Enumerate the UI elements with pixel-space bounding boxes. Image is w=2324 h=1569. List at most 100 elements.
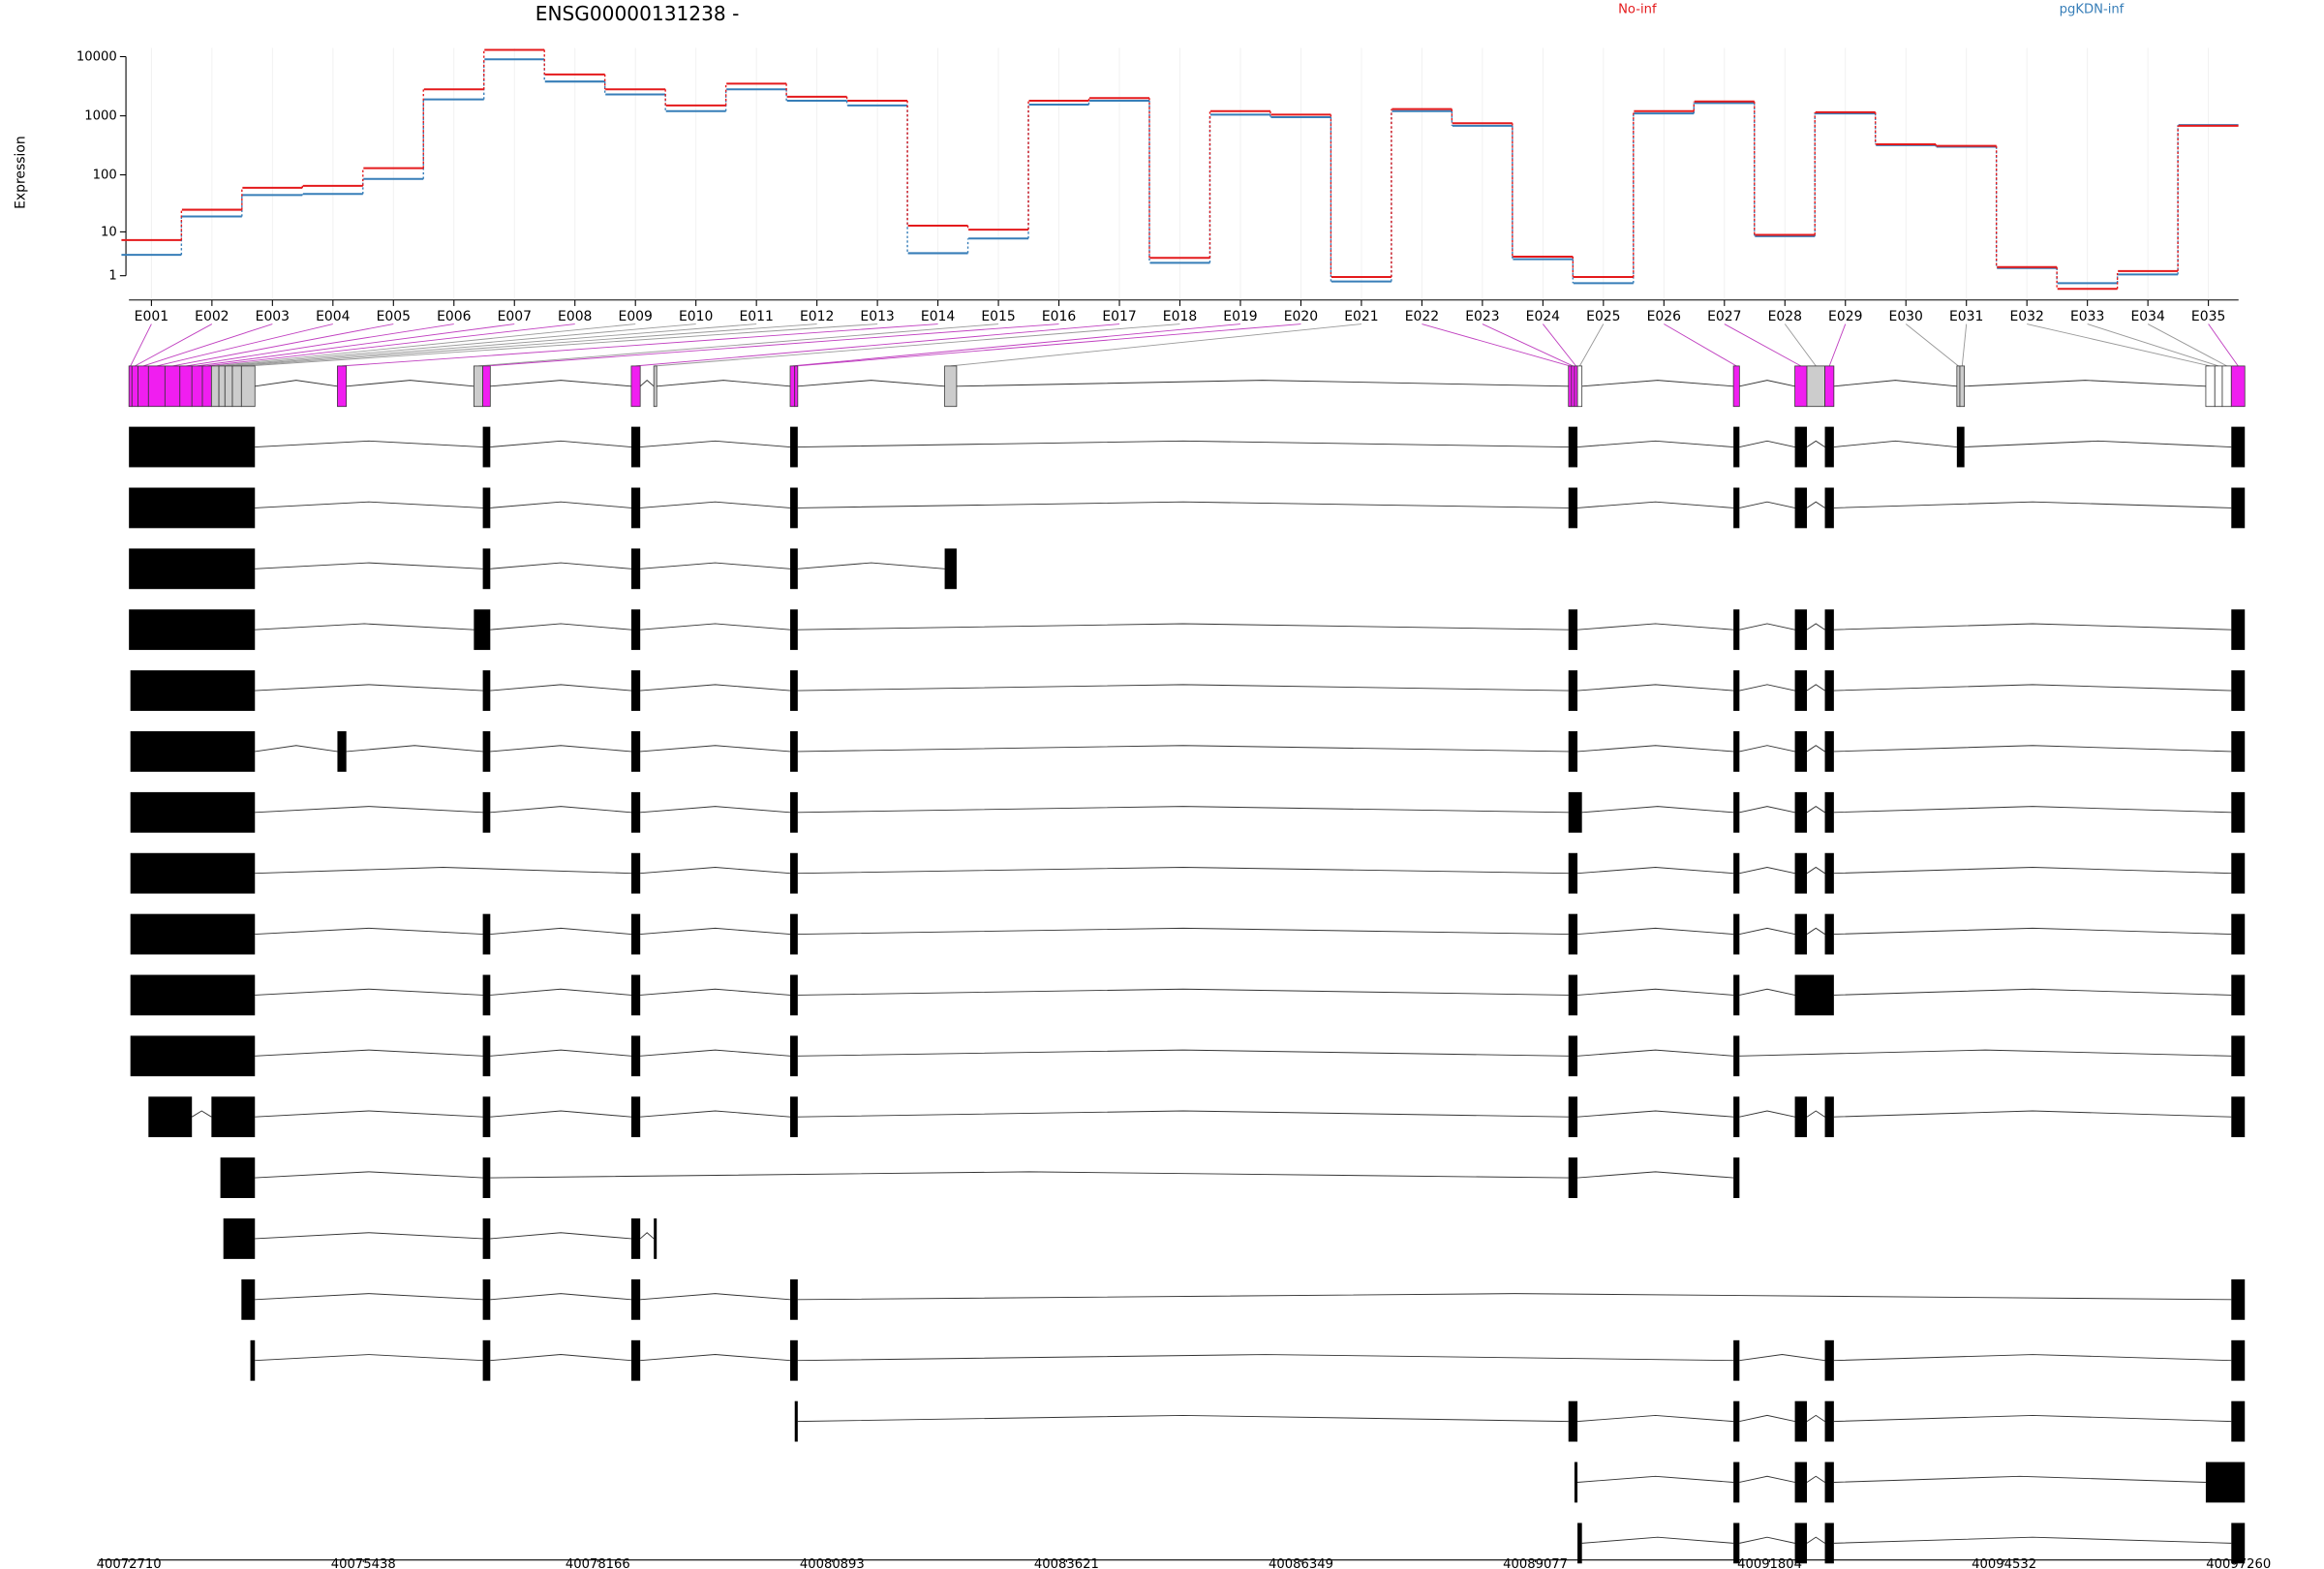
x-tick-label: 40078166 <box>566 1557 630 1569</box>
transcript-exon <box>1824 1523 1834 1564</box>
transcript-exon <box>1568 1096 1578 1138</box>
transcript-exon <box>1794 1400 1807 1442</box>
intron <box>639 379 655 387</box>
intron <box>1739 440 1795 447</box>
intron <box>1806 1475 1825 1483</box>
transcript-exon <box>482 426 491 468</box>
transcript-exon <box>1824 426 1834 468</box>
intron <box>1577 988 1734 996</box>
exon-bin <box>337 365 348 408</box>
x-tick-label: E004 <box>316 309 351 324</box>
intron <box>490 440 631 447</box>
intron <box>1964 440 2232 447</box>
intron <box>1833 867 2232 875</box>
intron <box>490 1293 631 1301</box>
intron <box>490 745 631 753</box>
intron <box>1581 380 1734 387</box>
intron <box>1806 1414 1825 1422</box>
transcript-exon <box>2231 852 2246 894</box>
exon-bin <box>1824 365 1835 408</box>
exon-link <box>215 323 636 367</box>
transcript-exon <box>790 852 798 894</box>
exon-bin <box>789 365 796 408</box>
intron <box>1577 1110 1734 1118</box>
x-tick-label: 40091804 <box>1737 1557 1802 1569</box>
x-tick-label: 40072710 <box>97 1557 162 1569</box>
transcript-exon <box>630 1035 641 1077</box>
x-tick-label: E023 <box>1465 309 1499 324</box>
transcript-exon <box>1824 1400 1834 1442</box>
x-tick-label: 40086349 <box>1269 1557 1333 1569</box>
intron <box>1739 867 1795 875</box>
exon-bin <box>1806 365 1825 408</box>
transcript-exon <box>630 791 641 833</box>
intron <box>797 1354 1734 1362</box>
transcript-exon <box>1733 426 1740 468</box>
intron <box>1577 1171 1734 1179</box>
intron <box>1806 684 1825 692</box>
intron <box>640 440 791 447</box>
transcript-exon <box>1568 670 1578 711</box>
transcript-exon <box>482 1096 491 1138</box>
intron <box>640 1293 791 1301</box>
exon-bin <box>2214 365 2223 408</box>
transcript-exon <box>630 731 641 772</box>
exon-bin <box>1576 365 1583 408</box>
intron <box>797 380 945 387</box>
exon-link <box>156 323 333 367</box>
transcript-exon <box>1733 1461 1740 1503</box>
intron <box>255 562 483 569</box>
intron <box>490 1354 631 1362</box>
transcript-exon <box>2231 1096 2246 1138</box>
intron <box>255 380 338 387</box>
transcript-exon <box>790 791 798 833</box>
exon-bin <box>128 365 133 408</box>
transcript-exon <box>130 791 256 833</box>
x-tick-label: E008 <box>558 309 592 324</box>
transcript-exon <box>250 1339 256 1381</box>
transcript-exon <box>1824 852 1834 894</box>
exon-bin <box>164 365 181 408</box>
transcript-exon <box>129 426 256 468</box>
transcript-exon <box>241 1278 256 1320</box>
y-tick-label: 1 <box>108 269 116 284</box>
exon-bin <box>630 365 641 408</box>
transcript-exon <box>1794 487 1807 529</box>
transcript-exon <box>790 609 798 651</box>
transcript-exon <box>1568 913 1578 955</box>
x-tick-label: E026 <box>1647 309 1681 324</box>
transcript-exon <box>1794 1096 1807 1138</box>
transcript-exon <box>790 548 798 590</box>
intron <box>1964 380 2206 387</box>
transcript-exon <box>1733 1035 1740 1077</box>
transcript-exon <box>1733 913 1740 955</box>
intron <box>1833 1354 2232 1362</box>
intron <box>639 1232 655 1240</box>
transcript-exon <box>1794 670 1807 711</box>
intron <box>640 927 791 936</box>
intron <box>1577 440 1734 447</box>
exon-bin <box>224 365 233 408</box>
transcript-exon <box>1794 1461 1807 1503</box>
intron <box>797 806 1569 814</box>
intron <box>1806 1536 1825 1544</box>
exon-bin <box>473 365 483 408</box>
transcript-exon <box>1824 913 1834 955</box>
transcript-exon <box>129 548 256 590</box>
intron <box>1739 1475 1795 1483</box>
transcript-exon <box>944 548 957 590</box>
x-tick-label: 40083621 <box>1034 1557 1099 1569</box>
exon-bin <box>240 365 256 408</box>
transcript-exon <box>630 1339 641 1381</box>
transcript-exon <box>1794 791 1807 833</box>
transcript-exon <box>1568 426 1578 468</box>
transcript-exon <box>474 609 491 651</box>
exon-bin <box>1794 365 1808 408</box>
y-tick-label: 10000 <box>76 49 117 64</box>
exon-link <box>1905 323 1959 367</box>
transcript-exon <box>1733 1523 1740 1564</box>
transcript-exon <box>1794 731 1807 772</box>
exon-link <box>1422 323 1571 367</box>
x-tick-label: E013 <box>860 309 894 324</box>
